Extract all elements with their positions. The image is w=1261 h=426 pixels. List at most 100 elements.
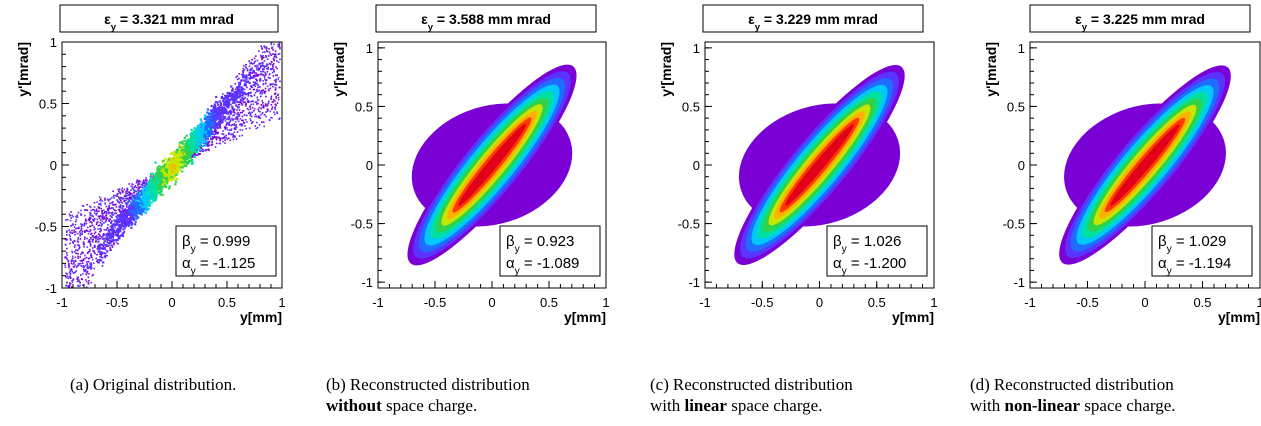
halo-point [264, 87, 267, 90]
halo-point [207, 141, 209, 143]
halo-point [263, 76, 266, 78]
halo-point [229, 129, 231, 131]
core-point [206, 124, 209, 127]
halo-point [256, 126, 259, 129]
halo-point [272, 63, 275, 65]
halo-point [274, 55, 276, 57]
core-point [147, 181, 150, 185]
halo-point [85, 209, 87, 211]
halo-point [275, 66, 277, 68]
core-point [134, 196, 138, 199]
core-point [184, 159, 187, 162]
core-point [204, 131, 207, 134]
core-point [164, 182, 167, 185]
core-point [209, 109, 213, 112]
core-point [132, 204, 135, 208]
core-point [84, 270, 87, 273]
halo-point [111, 214, 114, 216]
core-point [186, 153, 189, 156]
halo-point [125, 205, 128, 208]
halo-point [266, 50, 268, 52]
halo-point [100, 254, 103, 257]
halo-point [68, 296, 70, 298]
core-point [170, 163, 173, 166]
core-point [148, 204, 151, 208]
halo-point [81, 225, 83, 227]
halo-point [93, 217, 96, 220]
halo-point [132, 195, 135, 197]
halo-point [96, 260, 98, 263]
halo-point [244, 96, 246, 99]
core-point [178, 156, 181, 159]
halo-point [248, 60, 251, 62]
core-point [127, 224, 130, 227]
halo-point [91, 258, 94, 261]
halo-point [93, 251, 96, 254]
core-point [203, 131, 206, 134]
core-point [140, 193, 144, 196]
halo-point [135, 190, 137, 193]
core-point [158, 182, 162, 185]
halo-point [128, 183, 131, 185]
halo-point [234, 88, 237, 91]
halo-point [73, 229, 75, 232]
halo-point [246, 86, 248, 89]
core-point [173, 178, 176, 181]
core-point [116, 234, 119, 237]
halo-point [83, 243, 85, 246]
core-point [137, 197, 140, 200]
halo-point [243, 122, 245, 124]
halo-point [109, 244, 111, 247]
halo-point [69, 301, 71, 303]
core-point [198, 128, 201, 131]
halo-point [114, 212, 116, 215]
halo-point [261, 106, 264, 109]
core-point [143, 207, 146, 210]
halo-point [225, 122, 228, 125]
core-point [112, 223, 115, 226]
halo-point [68, 291, 70, 293]
halo-point [230, 129, 232, 131]
core-point [142, 205, 145, 209]
halo-point [268, 51, 271, 53]
halo-point [269, 77, 271, 79]
halo-point [91, 224, 94, 227]
core-point [188, 143, 191, 146]
halo-point [117, 188, 119, 191]
halo-point [141, 184, 144, 187]
halo-point [273, 79, 276, 82]
halo-point [254, 55, 257, 57]
core-point [178, 165, 181, 168]
halo-point [101, 210, 103, 212]
halo-point [253, 57, 256, 60]
halo-point [249, 108, 252, 110]
core-point [192, 148, 195, 151]
core-point [185, 164, 188, 168]
halo-point [204, 148, 207, 151]
core-point [233, 94, 236, 98]
core-point [169, 163, 172, 166]
core-point [143, 204, 146, 207]
halo-point [200, 146, 203, 149]
core-point [218, 106, 221, 109]
halo-point [259, 86, 261, 88]
halo-point [70, 277, 72, 279]
halo-point [278, 42, 281, 44]
halo-point [113, 242, 115, 244]
halo-point [275, 95, 277, 98]
halo-point [191, 156, 193, 158]
core-point [158, 168, 161, 171]
halo-point [267, 102, 270, 105]
halo-point [71, 259, 74, 262]
halo-point [76, 280, 79, 283]
halo-point [274, 53, 277, 55]
halo-point [236, 105, 239, 108]
halo-point [255, 67, 258, 70]
core-point [192, 131, 195, 135]
halo-point [226, 118, 228, 121]
halo-point [211, 143, 214, 146]
halo-point [104, 221, 107, 223]
core-point [162, 170, 166, 174]
core-point [197, 141, 200, 144]
halo-point [258, 73, 260, 76]
